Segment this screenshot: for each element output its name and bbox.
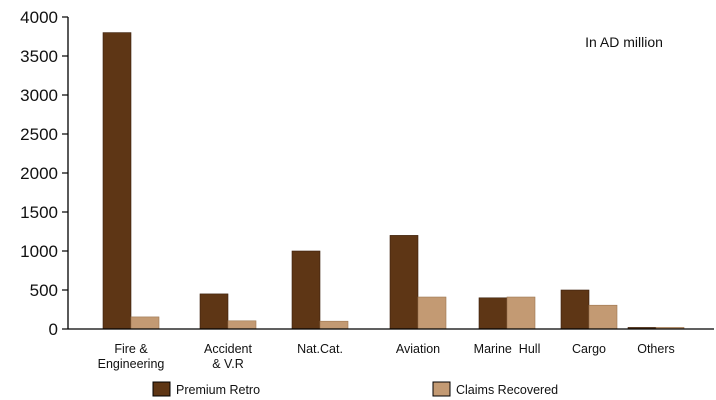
legend: Premium Retro Claims Recovered <box>152 381 558 397</box>
y-tick-label: 500 <box>30 281 58 300</box>
legend-swatch-premium-retro <box>152 381 171 397</box>
y-axis: 0 500 1000 1500 2000 2500 3000 3500 4000 <box>20 8 69 339</box>
legend-label-claims-recovered: Claims Recovered <box>456 383 558 397</box>
x-category-label: Fire & <box>114 342 148 356</box>
y-tick-label: 2500 <box>20 125 58 144</box>
y-tick-label: 3500 <box>20 47 58 66</box>
y-tick-label: 3000 <box>20 86 58 105</box>
y-tick-label: 4000 <box>20 8 58 27</box>
x-category-label: Nat.Cat. <box>297 342 343 356</box>
y-tick-label: 0 <box>49 320 58 339</box>
x-category-label: Accident <box>204 342 252 356</box>
x-category-label: & V.R <box>212 357 244 371</box>
x-category-label: Cargo <box>572 342 606 356</box>
x-axis: Fire &Engineering Accident& V.R Nat.Cat. Av… <box>68 328 714 371</box>
x-category-label: Engineering <box>98 357 165 371</box>
bar-premium-retro <box>291 250 321 330</box>
x-category-label: Aviation <box>396 342 440 356</box>
y-tick-label: 1500 <box>20 203 58 222</box>
bar-premium-retro <box>389 235 419 330</box>
bar-claims-recovered <box>506 296 536 330</box>
x-category-label: Others <box>637 342 675 356</box>
bar-claims-recovered <box>227 320 257 330</box>
bar-premium-retro <box>199 293 229 330</box>
bar-claims-recovered <box>588 304 618 330</box>
legend-label-premium-retro: Premium Retro <box>176 383 260 397</box>
bar-premium-retro <box>102 32 132 330</box>
bar-premium-retro <box>478 297 508 330</box>
legend-swatch-claims-recovered <box>432 381 451 397</box>
bar-claims-recovered <box>319 320 349 330</box>
bar-claims-recovered <box>417 296 447 330</box>
y-tick-label: 1000 <box>20 242 58 261</box>
unit-note: In AD million <box>585 34 663 50</box>
y-tick-label: 2000 <box>20 164 58 183</box>
bars <box>102 32 685 330</box>
bar-premium-retro <box>560 289 590 330</box>
bar-claims-recovered <box>130 316 160 330</box>
x-category-label: Marine Hull <box>474 342 541 356</box>
